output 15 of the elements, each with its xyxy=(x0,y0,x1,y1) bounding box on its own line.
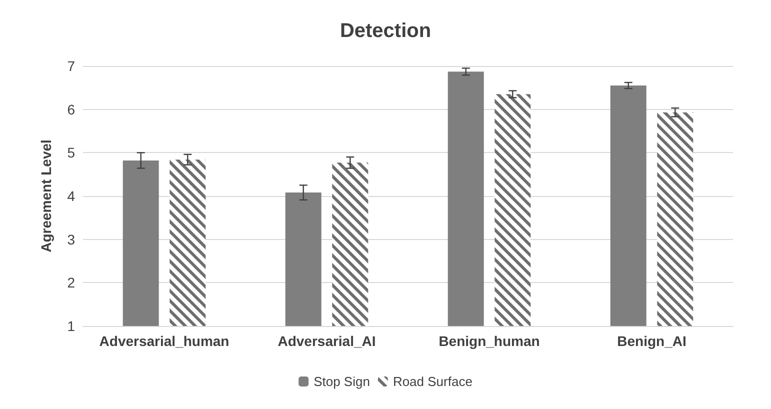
legend-label: Road Surface xyxy=(392,374,472,389)
x-tick-label: Benign_human xyxy=(438,333,540,349)
y-tick-label: 4 xyxy=(67,188,76,204)
x-tick-label: Adversarial_AI xyxy=(278,333,376,349)
y-axis-title: Agreement Level xyxy=(38,140,54,252)
legend-label: Stop Sign xyxy=(314,374,370,389)
y-tick-label: 5 xyxy=(67,144,76,161)
y-tick-label: 1 xyxy=(67,318,76,334)
y-tick-label: 3 xyxy=(67,231,76,248)
y-tick-label: 6 xyxy=(67,101,76,118)
y-tick-label: 2 xyxy=(67,274,76,291)
y-tick-label: 7 xyxy=(67,58,76,74)
x-tick-label: Benign_AI xyxy=(617,333,686,349)
chart-title: Detection xyxy=(340,20,432,42)
x-tick-label: Adversarial_human xyxy=(99,333,230,349)
